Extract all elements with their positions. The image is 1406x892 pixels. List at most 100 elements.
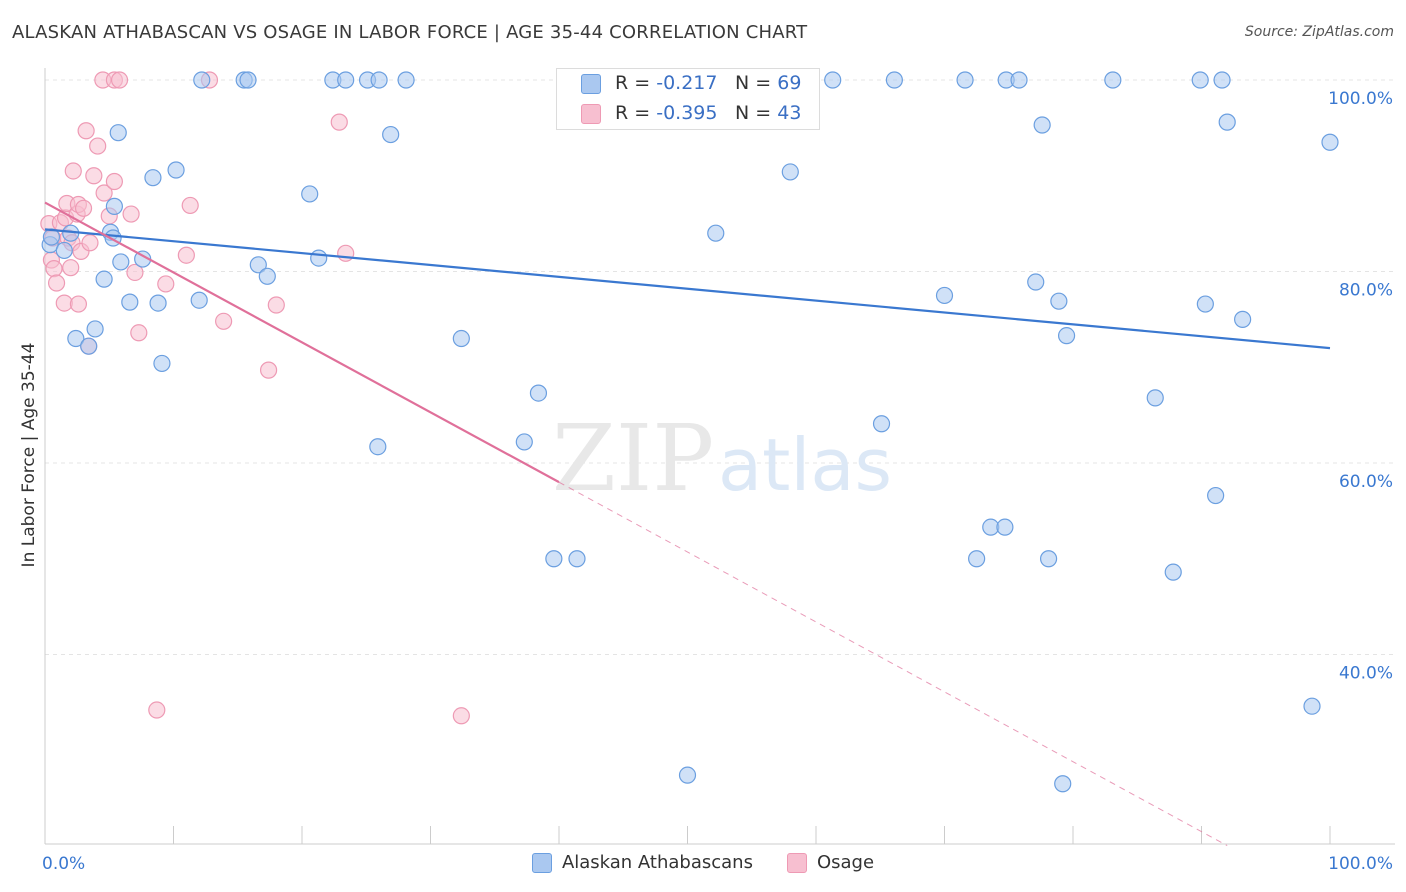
athabascan-point [397, 71, 415, 89]
athabascan-point [781, 163, 799, 181]
osage-point [148, 701, 166, 719]
athabascan-trend-line [44, 228, 1331, 350]
osage-point [105, 172, 123, 191]
osage-trend-line [44, 201, 560, 484]
legend-item-osage[interactable]: Osage [786, 852, 875, 873]
x-tick-label: 100.0% [1328, 854, 1393, 874]
athabascan-point [310, 249, 328, 267]
osage-point [181, 196, 199, 215]
athabascan-point [239, 71, 257, 89]
source-label: Source: ZipAtlas.com [1244, 24, 1394, 40]
series-legend: Alaskan Athabascans Osage [0, 852, 1406, 873]
n-value-osage: 43 [777, 102, 802, 124]
r-value-osage: -0.395 [656, 102, 718, 124]
athabascan-point [1191, 71, 1209, 89]
athabascan-point [968, 550, 986, 568]
athabascan-point [190, 291, 208, 309]
athabascan-point [149, 294, 167, 312]
athabascan-point [1033, 116, 1051, 134]
osage-point [215, 312, 233, 330]
osage-point [45, 260, 63, 278]
athabascan-point [1164, 563, 1182, 581]
watermark: ZIP atlas [552, 405, 892, 512]
athabascan-point [1054, 775, 1072, 793]
athabascan-point [67, 329, 85, 348]
osage-point [62, 259, 80, 277]
osage-point [64, 162, 82, 180]
athabascan-point [337, 71, 355, 89]
x-tick-label: 0.0% [42, 854, 85, 874]
y-axis-label: In Labor Force | Age 35-44 [19, 343, 39, 568]
watermark-atlas: atlas [718, 423, 892, 507]
osage-point [69, 295, 88, 313]
osage-point [74, 199, 93, 217]
athabascan-point [167, 161, 185, 179]
athabascan-point [1207, 486, 1225, 505]
osage-swatch [581, 104, 601, 124]
osage-point [47, 274, 66, 292]
athabascan-point [1050, 292, 1068, 310]
y-tick-label: 100.0% [1328, 89, 1393, 109]
athabascan-point [258, 267, 276, 285]
athabascan-point [95, 270, 113, 288]
athabascan-point [121, 293, 139, 311]
athabascan-point [885, 71, 903, 89]
axes [44, 68, 1395, 845]
grid-lines [45, 79, 1395, 655]
athabascan-point [515, 433, 533, 451]
athabascan-point [452, 329, 470, 348]
osage-point [110, 71, 129, 89]
athabascan-point [872, 415, 891, 433]
legend-item-athabascan[interactable]: Alaskan Athabascans [531, 852, 753, 873]
athabascan-point [112, 253, 130, 271]
osage-point [95, 184, 113, 202]
stats-row-osage: R = -0.395 N = 43 [557, 99, 819, 129]
osage-point [452, 707, 470, 725]
athabascan-point [1234, 310, 1252, 328]
y-tick-label: 60.0% [1339, 472, 1393, 492]
osage-point [157, 275, 175, 293]
athabascan-point [545, 550, 563, 568]
athabascan-point [249, 256, 267, 274]
athabascan-point [529, 384, 548, 402]
watermark-zip: ZIP [552, 405, 714, 512]
athabascan-point [153, 354, 171, 373]
athabascan-point [370, 71, 388, 89]
athabascan-point [109, 124, 127, 142]
legend-label-osage: Osage [816, 852, 875, 873]
osage-point [89, 137, 107, 155]
osage-point [177, 246, 195, 264]
athabascan-point [1027, 273, 1045, 291]
athabascan-point [1213, 71, 1231, 89]
athabascan-point [144, 169, 162, 187]
osage-point [130, 324, 148, 342]
athabascan-swatch [581, 74, 601, 94]
trend-lines [44, 201, 1331, 847]
athabascan-point [824, 71, 842, 89]
athabascan-point [1057, 327, 1076, 345]
chart-title: ALASKAN ATHABASCAN VS OSAGE IN LABOR FOR… [12, 22, 808, 43]
n-value-athabascan: 69 [777, 72, 802, 94]
athabascan-point [105, 197, 123, 215]
athabascan-point [1104, 71, 1122, 89]
osage-point [85, 167, 103, 185]
stats-row-athabascan: R = -0.217 N = 69 [557, 69, 819, 99]
y-tick-label: 80.0% [1339, 281, 1393, 301]
tick-labels: 40.0% 60.0% 80.0% 100.0% 0.0% 100.0% [42, 89, 1393, 874]
athabascan-point [1321, 133, 1339, 151]
athabascan-point [678, 766, 697, 784]
athabascan-point [1010, 71, 1028, 89]
osage-legend-swatch [786, 852, 807, 873]
osage-point [122, 205, 140, 223]
athabascan-point [55, 241, 73, 260]
athabascan-point [1303, 697, 1321, 715]
athabascan-point [301, 185, 319, 203]
r-value-athabascan: -0.217 [656, 72, 718, 94]
athabascan-point [1146, 389, 1164, 407]
athabascan-legend-swatch [531, 852, 552, 873]
osage-point [330, 113, 348, 131]
n-label: N = [735, 72, 772, 94]
osage-point [259, 361, 278, 379]
osage-point [337, 244, 355, 262]
athabascan-point [1196, 295, 1214, 313]
